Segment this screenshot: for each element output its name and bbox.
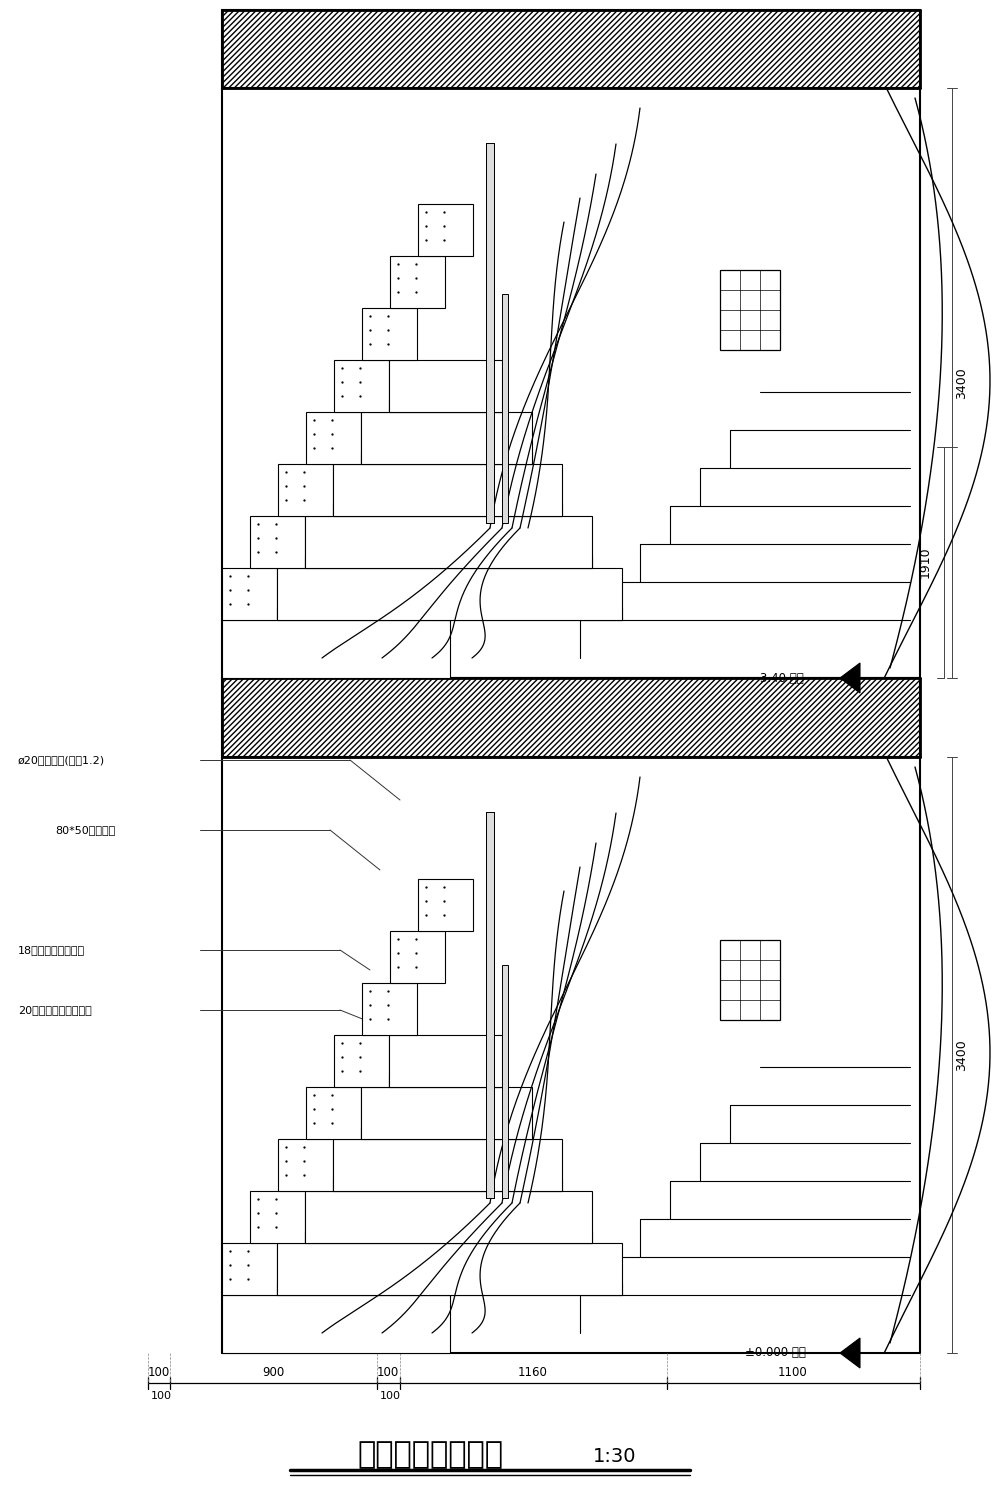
Bar — [720, 939, 780, 1020]
Bar — [278, 1138, 333, 1191]
Text: 20厘中国黑大理石收边: 20厘中国黑大理石收边 — [18, 1005, 92, 1014]
Bar — [418, 203, 473, 256]
Text: 1160: 1160 — [518, 1366, 548, 1379]
Bar — [277, 568, 622, 619]
Bar — [277, 1243, 622, 1296]
Bar — [361, 452, 532, 464]
Bar — [305, 557, 592, 568]
Bar — [305, 1191, 592, 1243]
Text: 3400: 3400 — [955, 1040, 968, 1071]
Bar — [222, 1296, 450, 1352]
Text: 楼梯间立面示意图: 楼梯间立面示意图 — [357, 1441, 503, 1469]
Bar — [361, 411, 532, 464]
Text: 3400: 3400 — [955, 367, 968, 399]
Text: 1:30: 1:30 — [593, 1448, 636, 1466]
Bar — [277, 1284, 622, 1296]
Text: 1910: 1910 — [919, 546, 932, 577]
Bar — [334, 1035, 389, 1088]
Text: 80*50渓圆实木: 80*50渓圆实木 — [55, 824, 116, 835]
Text: ±0.000 一层: ±0.000 一层 — [745, 1346, 806, 1360]
Text: 100: 100 — [376, 1366, 399, 1379]
Text: 900: 900 — [262, 1366, 284, 1379]
Text: ø20不锈钉管(壁厚1.2): ø20不锈钉管(壁厚1.2) — [18, 755, 106, 764]
Bar — [306, 411, 361, 464]
Bar — [222, 568, 277, 619]
Text: 3.40 二层: 3.40 二层 — [760, 672, 804, 685]
Bar — [278, 464, 333, 516]
Polygon shape — [840, 663, 860, 693]
Bar — [277, 607, 622, 619]
Bar — [362, 308, 417, 361]
Text: 1100: 1100 — [778, 1366, 808, 1379]
Bar — [486, 812, 494, 1198]
Bar — [222, 10, 920, 88]
Bar — [333, 1179, 562, 1191]
Bar — [334, 361, 389, 411]
Text: 100: 100 — [380, 1391, 401, 1400]
Bar — [361, 1126, 532, 1138]
Bar — [305, 516, 592, 568]
Bar — [502, 965, 508, 1198]
Bar — [222, 1243, 277, 1296]
Bar — [250, 516, 305, 568]
Bar — [250, 1191, 305, 1243]
Bar — [389, 1076, 502, 1088]
Bar — [306, 1088, 361, 1138]
Bar — [389, 361, 502, 411]
Text: 100: 100 — [151, 1391, 172, 1400]
Bar — [390, 931, 445, 983]
Text: 18厘米色大理石踏面: 18厘米色大理石踏面 — [18, 945, 85, 954]
Bar — [333, 504, 562, 516]
Bar — [390, 256, 445, 308]
Bar — [502, 295, 508, 524]
Bar — [418, 880, 473, 931]
Bar — [362, 983, 417, 1035]
Bar — [486, 144, 494, 524]
Polygon shape — [840, 1337, 860, 1367]
Bar — [333, 464, 562, 516]
Bar — [389, 399, 502, 411]
Bar — [720, 269, 780, 350]
Bar — [389, 1035, 502, 1088]
Text: 100: 100 — [147, 1366, 170, 1379]
Bar — [222, 619, 450, 678]
Bar — [333, 1138, 562, 1191]
Bar — [361, 1088, 532, 1138]
Bar — [222, 678, 920, 757]
Bar — [305, 1231, 592, 1243]
